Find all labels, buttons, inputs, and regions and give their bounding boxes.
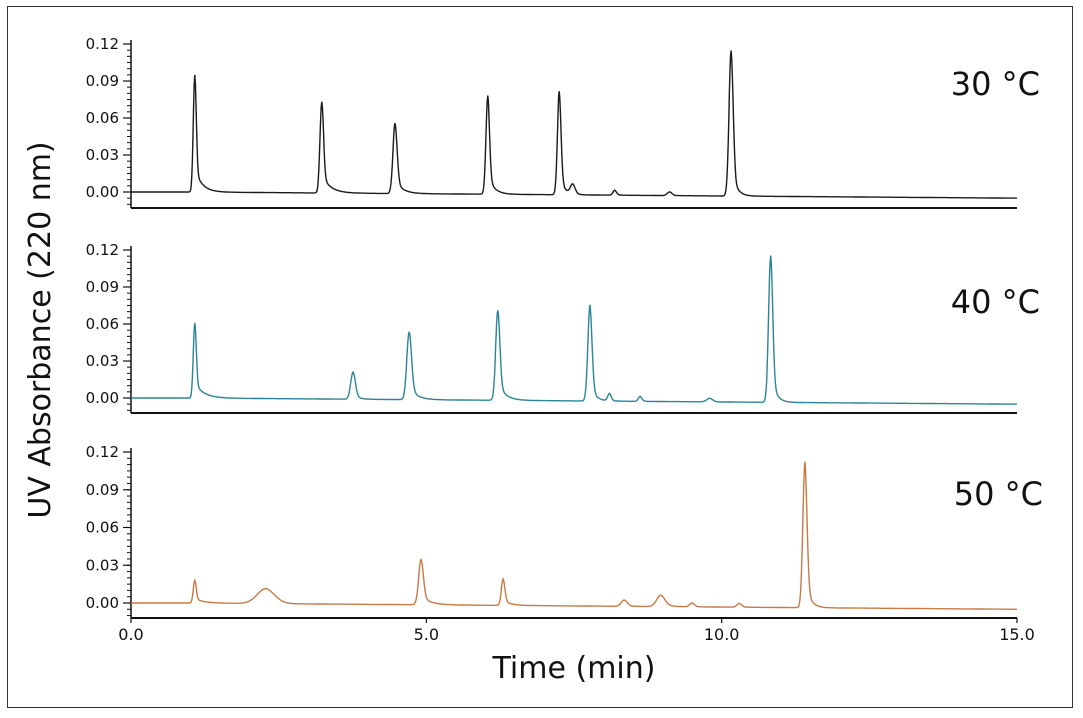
x-tick-label: 10.0 — [704, 625, 740, 644]
y-tick-label: 0.09 — [86, 72, 119, 90]
y-tick-label: 0.12 — [86, 35, 119, 53]
y-tick-label: 0.03 — [86, 556, 119, 574]
y-tick-label: 0.00 — [86, 389, 119, 407]
panel-temperature-label: 40 °C — [951, 283, 1040, 321]
chromatogram-trace — [131, 50, 1017, 199]
x-tick-label: 0.0 — [118, 625, 143, 644]
y-tick-label: 0.09 — [86, 481, 119, 499]
chromatogram-trace — [131, 461, 1017, 610]
y-tick-label: 0.06 — [86, 315, 119, 333]
y-tick-label: 0.12 — [86, 241, 119, 259]
y-tick-label: 0.03 — [86, 146, 119, 164]
chromatogram-trace — [131, 255, 1017, 405]
y-axis-label: UV Absorbance (220 nm) — [23, 141, 58, 518]
y-tick-label: 0.12 — [86, 443, 119, 461]
panel-temperature-label: 30 °C — [951, 65, 1040, 103]
y-tick-label: 0.09 — [86, 278, 119, 296]
y-tick-label: 0.03 — [86, 352, 119, 370]
y-tick-label: 0.06 — [86, 519, 119, 537]
x-axis-label: Time (min) — [492, 651, 656, 686]
panel-temperature-label: 50 °C — [954, 475, 1043, 513]
y-tick-label: 0.00 — [86, 183, 119, 201]
x-tick-label: 5.0 — [414, 625, 439, 644]
x-tick-label: 15.0 — [999, 625, 1035, 644]
figure-frame — [7, 6, 1073, 708]
y-tick-label: 0.00 — [86, 594, 119, 612]
y-tick-label: 0.06 — [86, 109, 119, 127]
